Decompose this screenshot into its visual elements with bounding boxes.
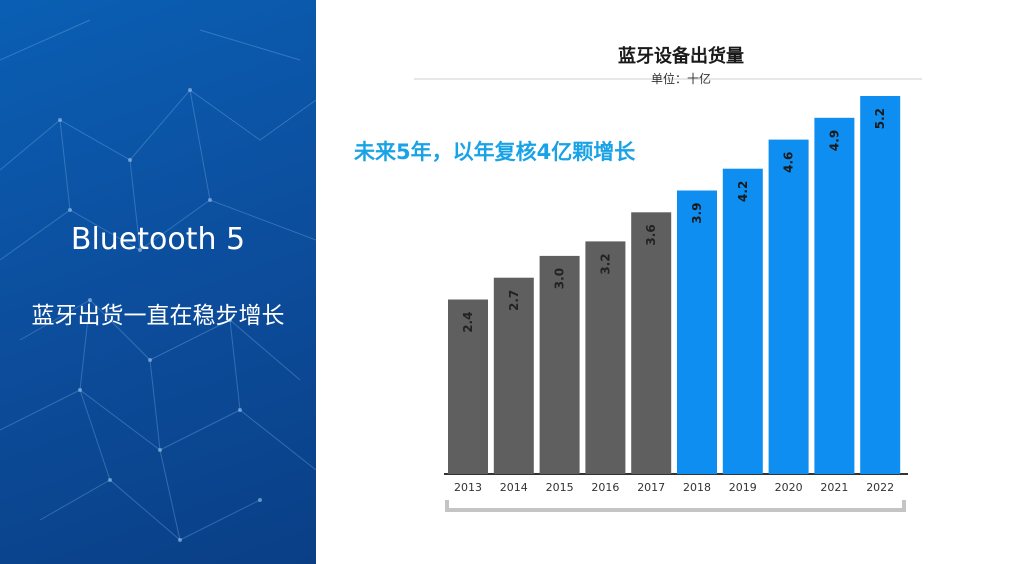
bar-2014: [493, 277, 534, 474]
network-pattern-graphic: [0, 19, 316, 542]
bar-value-label: 3.9: [690, 203, 704, 224]
bar-2018: [677, 190, 717, 474]
x-tick-label: 2020: [775, 481, 803, 494]
bar-value-label: 4.9: [827, 130, 841, 151]
growth-annotation: 未来5年，以年复核4亿颗增长: [354, 140, 636, 164]
left-panel: Bluetooth 5 蓝牙出货一直在稳步增长: [0, 0, 316, 564]
bar-chart: 2.4 2.7 3.0 3.2 3.6 3.9 4.2 4.6 4.9 5.2 2013 2014 2…: [414, 78, 922, 512]
bar-value-label: 2.4: [461, 312, 475, 333]
x-tick-label: 2019: [729, 481, 757, 494]
x-tick-label: 2018: [683, 481, 711, 494]
chart-area: 2.4 2.7 3.0 3.2 3.6 3.9 4.2 4.6 4.9 5.2 2013 2014 2…: [316, 0, 1012, 564]
bar-2017: [631, 212, 672, 475]
bar-value-label: 2.7: [507, 290, 521, 311]
x-tick-label: 2017: [637, 481, 665, 494]
bar-2013: [448, 299, 488, 474]
bar-value-label: 4.2: [736, 181, 750, 202]
bar-2021: [814, 117, 855, 475]
bar-2022: [860, 96, 901, 474]
x-tick-label: 2016: [591, 481, 619, 494]
x-tick-label: 2015: [546, 481, 574, 494]
bar-value-label: 3.0: [553, 268, 567, 289]
x-tick-label: 2013: [454, 481, 482, 494]
bar-2020: [768, 139, 809, 474]
left-title: Bluetooth 5: [70, 222, 246, 257]
left-subtitle: 蓝牙出货一直在稳步增长: [31, 303, 285, 329]
bar-2016: [585, 241, 626, 474]
bar-value-label: 4.6: [782, 152, 796, 173]
x-axis-bracket: [445, 500, 906, 512]
bar-value-label: 5.2: [873, 108, 887, 129]
bar-2015: [539, 255, 580, 474]
x-tick-label: 2021: [820, 481, 848, 494]
chart-title: 蓝牙设备出货量: [618, 46, 744, 67]
x-tick-label: 2022: [866, 481, 894, 494]
bar-value-label: 3.2: [598, 253, 612, 274]
bar-2019: [722, 168, 763, 474]
bar-value-label: 3.6: [644, 224, 658, 245]
x-tick-label: 2014: [500, 481, 528, 494]
chart-unit: 单位：十亿: [650, 72, 711, 86]
